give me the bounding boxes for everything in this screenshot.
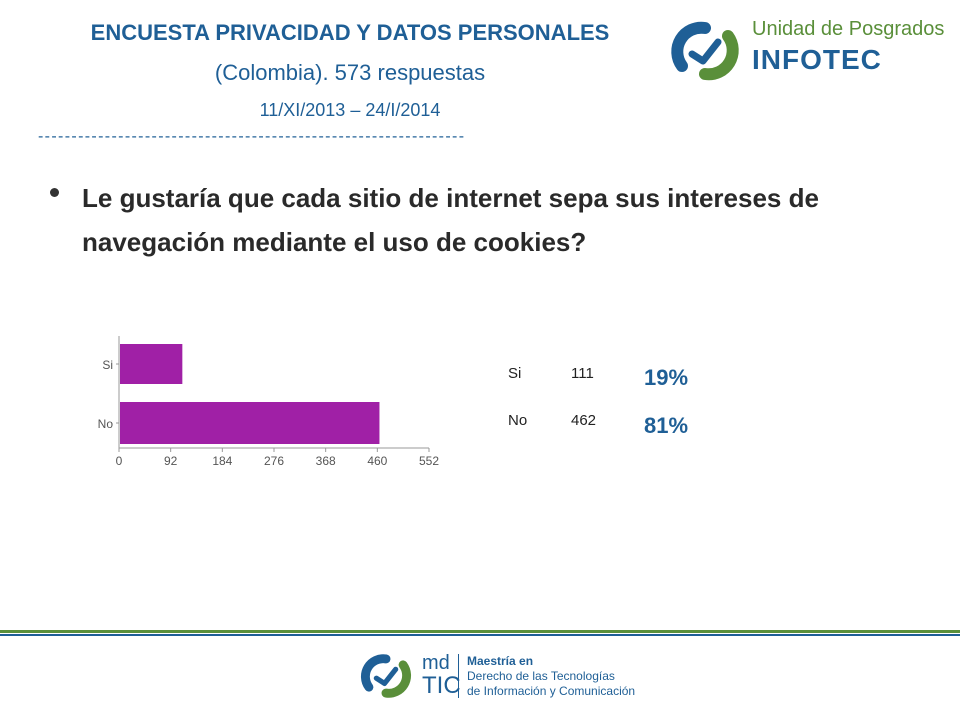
infotec-emblem-icon <box>671 21 739 81</box>
x-tick-label-92: 92 <box>164 454 178 468</box>
page-subtitle: (Colombia). 573 respuestas <box>214 60 486 85</box>
infotec-brand-text: INFOTEC <box>752 44 882 75</box>
row-si-count: 111 <box>571 365 594 382</box>
x-tick-label-460: 460 <box>367 454 387 468</box>
mdtic-line-3: de Información y Comunicación <box>467 684 636 698</box>
row-no-percent: 81% <box>644 413 689 438</box>
x-tick-label-552: 552 <box>419 454 439 468</box>
y-tick-label-si: Si <box>102 358 113 372</box>
infotec-logo: Unidad de Posgrados INFOTEC <box>670 14 950 84</box>
infotec-unit-text: Unidad de Posgrados <box>752 18 945 40</box>
mdtic-divider <box>458 654 459 698</box>
y-tick-label-no: No <box>98 417 114 431</box>
mdtic-logo: md TIC Maestría en Derecho de las Tecnol… <box>360 648 640 708</box>
mdtic-emblem-icon <box>360 654 412 698</box>
dashed-divider: ----------------------------------------… <box>38 128 466 145</box>
mdtic-md-text: md <box>422 652 450 674</box>
x-tick-label-368: 368 <box>316 454 336 468</box>
bullet-icon <box>50 188 59 197</box>
mdtic-line-1: Maestría en <box>467 654 534 668</box>
row-si-percent: 19% <box>644 365 689 390</box>
footer-rule-green <box>0 630 960 633</box>
survey-dates: 11/XI/2013 – 24/I/2014 <box>259 100 441 120</box>
mdtic-line-2: Derecho de las Tecnologías <box>467 669 615 683</box>
results-table: Si 111 19% No 462 81% <box>500 360 720 450</box>
bar-si <box>120 344 183 384</box>
x-tick-label-184: 184 <box>212 454 232 468</box>
mdtic-tic-text: TIC <box>422 672 461 699</box>
x-tick-label-276: 276 <box>264 454 284 468</box>
row-no-count: 462 <box>571 412 597 429</box>
footer-rule-blue <box>0 634 960 636</box>
row-no-label: No <box>508 412 528 429</box>
x-tick-label-0: 0 <box>116 454 123 468</box>
row-si-label: Si <box>508 365 522 382</box>
page-title: ENCUESTA PRIVACIDAD Y DATOS PERSONALES <box>90 20 610 45</box>
bar-chart: Si No 0 92 184 276 368 460 552 <box>98 336 439 468</box>
survey-question: Le gustaría que cada sitio de internet s… <box>82 183 819 257</box>
bar-no <box>120 402 380 444</box>
